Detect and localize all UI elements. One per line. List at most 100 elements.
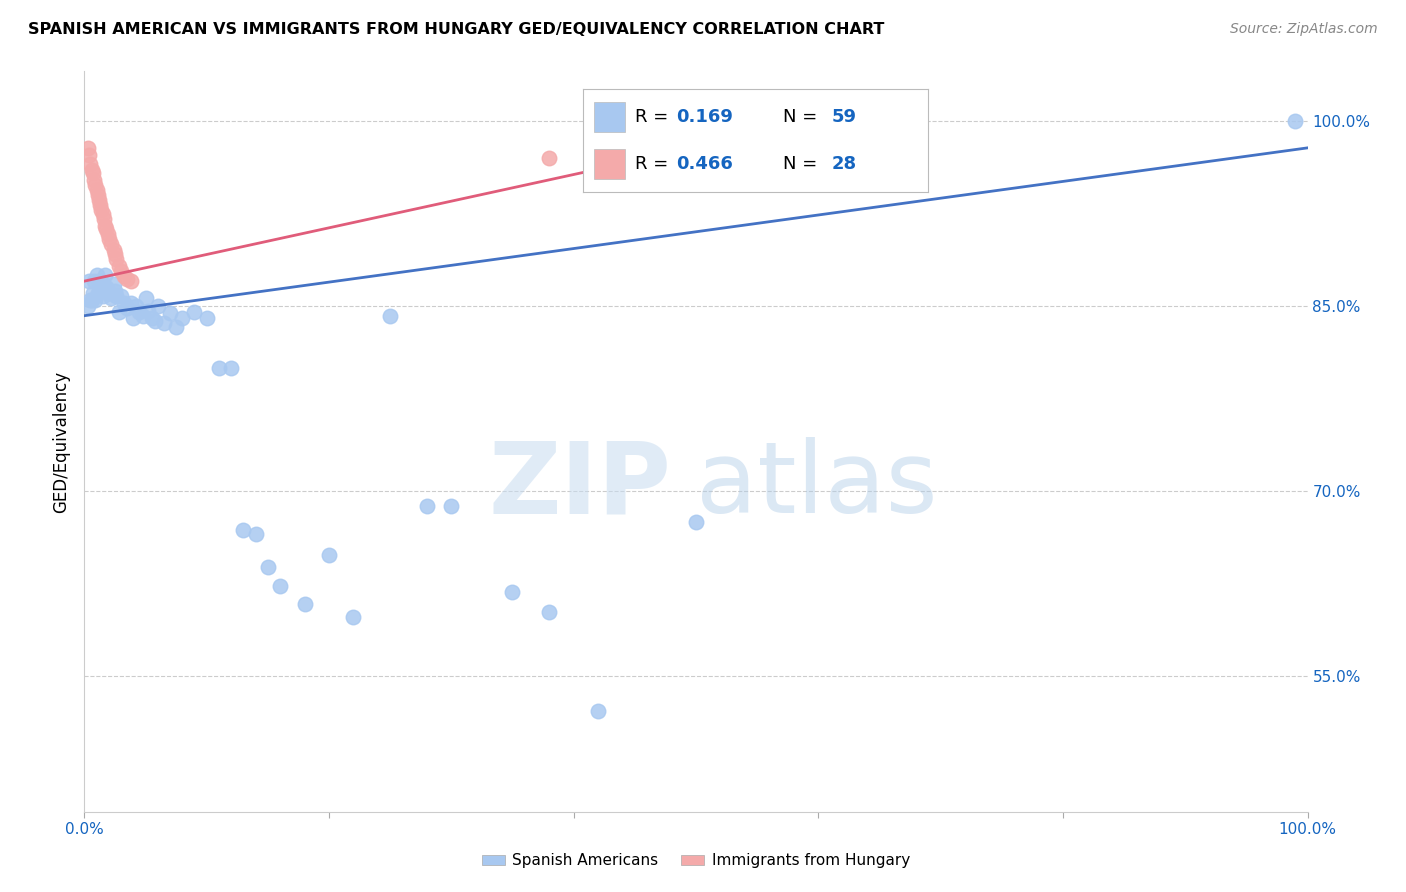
Point [83, 173, 105, 187]
Point [257, 560, 280, 574]
Point [586, 704, 609, 718]
Point [165, 319, 187, 334]
Point [416, 499, 439, 513]
Point [269, 579, 291, 593]
Point [87, 274, 110, 288]
Point [318, 548, 340, 562]
Point [172, 311, 194, 326]
Point [115, 271, 138, 285]
Point [105, 252, 128, 266]
Point [93, 280, 115, 294]
Point [122, 311, 145, 326]
Point [125, 299, 148, 313]
Point [112, 269, 135, 284]
Point [105, 289, 128, 303]
Point [79, 157, 101, 171]
Point [77, 141, 100, 155]
Point [87, 286, 110, 301]
Text: R =: R = [636, 108, 673, 126]
Text: 0.169: 0.169 [676, 108, 734, 126]
Point [97, 227, 120, 242]
Point [100, 237, 122, 252]
Text: 59: 59 [831, 108, 856, 126]
Point [153, 316, 176, 330]
Point [110, 289, 132, 303]
Point [100, 292, 122, 306]
Point [89, 280, 111, 294]
Point [89, 197, 111, 211]
Point [107, 260, 129, 274]
Point [103, 244, 125, 258]
Point [342, 609, 364, 624]
Point [77, 299, 100, 313]
Point [94, 268, 117, 282]
Point [146, 299, 169, 313]
Point [87, 193, 110, 207]
Point [79, 293, 101, 307]
Point [90, 274, 112, 288]
Point [128, 305, 150, 319]
Point [112, 296, 135, 310]
Point [104, 284, 127, 298]
Point [91, 207, 114, 221]
Text: R =: R = [636, 155, 673, 173]
Point [440, 499, 463, 513]
Point [96, 280, 118, 294]
Point [120, 274, 142, 288]
Point [208, 360, 231, 375]
Point [380, 309, 402, 323]
Point [136, 303, 159, 318]
Point [232, 524, 254, 538]
Point [502, 585, 524, 599]
Point [159, 306, 181, 320]
Point [77, 148, 100, 162]
Point [83, 274, 105, 288]
Text: atlas: atlas [696, 437, 938, 534]
Point [84, 178, 107, 192]
Point [86, 268, 108, 282]
Point [107, 305, 129, 319]
Text: 0.466: 0.466 [676, 155, 734, 173]
Legend: Spanish Americans, Immigrants from Hungary: Spanish Americans, Immigrants from Hunga… [475, 847, 917, 874]
Point [103, 277, 125, 291]
Text: 28: 28 [831, 155, 856, 173]
Point [120, 296, 142, 310]
Point [104, 247, 127, 261]
Point [97, 232, 120, 246]
Bar [593, 149, 624, 179]
Text: SPANISH AMERICAN VS IMMIGRANTS FROM HUNGARY GED/EQUIVALENCY CORRELATION CHART: SPANISH AMERICAN VS IMMIGRANTS FROM HUNG… [28, 22, 884, 37]
Bar [593, 102, 624, 132]
Point [183, 305, 205, 319]
Point [110, 264, 132, 278]
Point [87, 187, 110, 202]
Point [245, 527, 267, 541]
Point [82, 165, 104, 179]
Point [132, 309, 155, 323]
Point [82, 286, 104, 301]
Point [135, 292, 157, 306]
Text: N =: N = [783, 108, 824, 126]
Point [195, 311, 218, 326]
Point [93, 212, 115, 227]
Point [219, 360, 242, 375]
Point [80, 293, 103, 307]
Point [94, 219, 117, 233]
Text: ZIP: ZIP [489, 437, 672, 534]
Point [115, 301, 138, 316]
Point [538, 605, 561, 619]
Y-axis label: GED/Equivalency: GED/Equivalency [52, 370, 70, 513]
Point [141, 311, 163, 326]
Point [84, 293, 107, 307]
Point [143, 313, 166, 327]
Point [90, 202, 112, 217]
Point [77, 274, 100, 288]
Point [1284, 113, 1306, 128]
Point [97, 284, 120, 298]
Point [685, 515, 707, 529]
Text: Source: ZipAtlas.com: Source: ZipAtlas.com [1230, 22, 1378, 37]
Point [294, 598, 316, 612]
Point [97, 286, 120, 301]
Point [86, 183, 108, 197]
Point [538, 151, 561, 165]
Point [91, 289, 114, 303]
